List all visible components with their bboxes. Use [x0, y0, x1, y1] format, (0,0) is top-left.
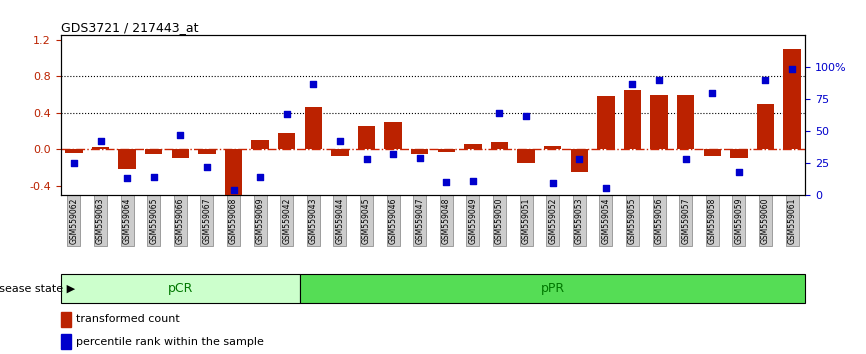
Text: disease state ▶: disease state ▶ [0, 284, 75, 293]
Point [785, 66, 799, 72]
Text: percentile rank within the sample: percentile rank within the sample [76, 337, 264, 347]
Bar [784, 49, 801, 149]
Point [599, 185, 613, 191]
Point [493, 110, 507, 116]
Point [466, 178, 480, 183]
Text: pPR: pPR [540, 282, 565, 295]
Point [120, 175, 134, 181]
Point [94, 138, 107, 144]
Bar [650, 95, 668, 149]
Bar [464, 144, 481, 149]
Point [572, 156, 586, 162]
Bar [119, 149, 136, 169]
Point [307, 81, 320, 87]
Point [519, 113, 533, 119]
Bar [385, 122, 402, 149]
Point [625, 81, 639, 87]
Bar [61, 274, 300, 303]
Bar [198, 149, 216, 154]
Bar [704, 149, 721, 156]
Point [705, 90, 719, 96]
Point [227, 187, 241, 193]
Bar [624, 90, 641, 149]
Point [386, 151, 400, 157]
Point [67, 160, 81, 166]
Bar [300, 274, 805, 303]
Bar [730, 149, 747, 158]
Bar [571, 149, 588, 172]
Bar [491, 142, 508, 149]
Bar [61, 334, 71, 349]
Point [146, 174, 160, 180]
Point [652, 77, 666, 83]
Text: GDS3721 / 217443_at: GDS3721 / 217443_at [61, 21, 198, 34]
Bar [61, 312, 71, 327]
Point [173, 132, 187, 138]
Bar [145, 149, 162, 154]
Bar [65, 149, 82, 153]
Bar [757, 104, 774, 149]
Bar [518, 149, 534, 163]
Text: pCR: pCR [168, 282, 193, 295]
Text: transformed count: transformed count [76, 314, 180, 324]
Bar [251, 140, 268, 149]
Point [333, 138, 346, 144]
Point [679, 156, 693, 162]
Bar [437, 149, 455, 152]
Point [253, 174, 267, 180]
Point [280, 112, 294, 117]
Bar [677, 95, 695, 149]
Bar [305, 107, 322, 149]
Point [759, 77, 772, 83]
Point [359, 156, 373, 162]
Point [413, 155, 427, 161]
Bar [92, 147, 109, 149]
Bar [225, 149, 242, 195]
Bar [171, 149, 189, 158]
Point [546, 181, 559, 186]
Point [439, 179, 453, 185]
Bar [358, 126, 375, 149]
Bar [278, 133, 295, 149]
Bar [411, 149, 429, 154]
Bar [544, 147, 561, 149]
Point [732, 169, 746, 175]
Bar [598, 96, 615, 149]
Bar [332, 149, 348, 155]
Point [200, 164, 214, 170]
